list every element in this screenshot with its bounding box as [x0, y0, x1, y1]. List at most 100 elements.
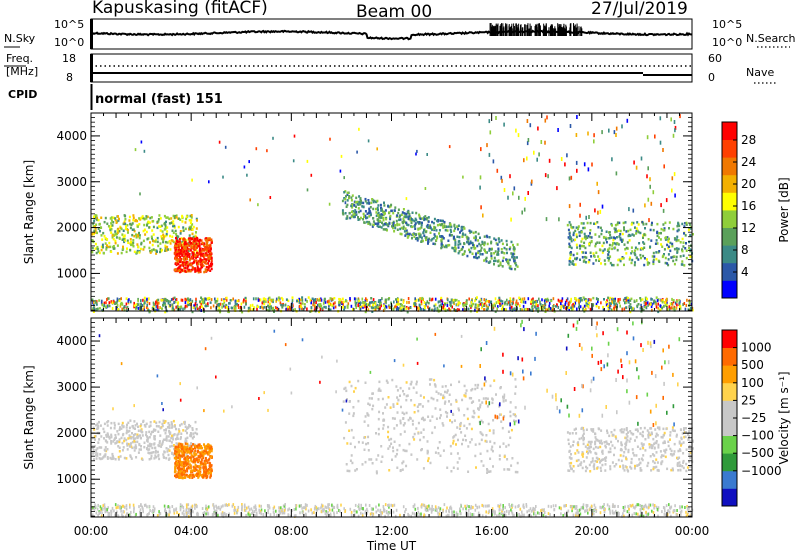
- scatter-cell: [101, 308, 104, 312]
- scatter-cell: [664, 256, 667, 260]
- scatter-cell: [432, 221, 435, 225]
- scatter-cell: [172, 453, 175, 457]
- scatter-cell: [280, 296, 283, 300]
- scatter-cell: [621, 232, 624, 236]
- scatter-cell: [593, 222, 595, 225]
- scatter-cell: [395, 307, 398, 311]
- scatter-cell: [117, 422, 120, 426]
- scatter-cell: [315, 506, 318, 510]
- scatter-cell: [370, 301, 373, 304]
- scatter-cell: [466, 236, 469, 239]
- scatter-cell: [328, 302, 331, 306]
- scatter-cell: [626, 510, 629, 514]
- scatter-cell: [98, 229, 101, 233]
- scatter-cell: [139, 192, 141, 196]
- scatter-cell: [671, 242, 674, 246]
- scatter-cell: [404, 227, 407, 230]
- scatter-cell: [280, 510, 282, 514]
- scatter-cell: [550, 505, 552, 509]
- scatter-cell: [656, 222, 659, 226]
- scatter-cell: [242, 300, 245, 304]
- scatter-cell: [514, 261, 517, 265]
- scatter-cell: [117, 432, 120, 436]
- scatter-cell: [574, 229, 577, 233]
- scatter-cell: [188, 268, 191, 272]
- scatter-cell: [526, 156, 528, 161]
- scatter-cell: [321, 307, 324, 310]
- scatter-cell: [514, 505, 517, 509]
- scatter-cell: [492, 159, 495, 164]
- scatter-cell: [607, 259, 610, 262]
- scatter-cell: [659, 238, 662, 241]
- scatter-cell: [532, 299, 535, 303]
- scatter-cell: [282, 504, 285, 508]
- scatter-cell: [207, 262, 210, 265]
- scatter-cell: [162, 233, 165, 236]
- scatter-cell: [267, 511, 269, 515]
- scatter-cell: [367, 139, 370, 143]
- scatter-cell: [443, 222, 446, 225]
- scatter-cell: [453, 308, 456, 312]
- scatter-cell: [573, 505, 575, 509]
- scatter-cell: [296, 299, 298, 303]
- scatter-cell: [652, 190, 655, 195]
- scatter-cell: [362, 218, 365, 221]
- scatter-cell: [665, 297, 668, 301]
- scatter-cell: [407, 297, 410, 300]
- scatter-cell: [204, 268, 207, 271]
- scatter-cell: [125, 297, 128, 300]
- scatter-cell: [606, 503, 609, 507]
- scatter-cell: [110, 421, 113, 425]
- scatter-cell: [186, 242, 189, 246]
- scatter-cell: [325, 510, 327, 514]
- scatter-cell: [505, 258, 508, 261]
- scatter-cell: [149, 249, 152, 253]
- scatter-cell: [174, 229, 177, 233]
- scatter-cell: [184, 297, 186, 301]
- scatter-cell: [247, 505, 250, 509]
- scatter-cell: [600, 262, 602, 265]
- scatter-cell: [213, 512, 216, 516]
- scatter-cell: [195, 299, 197, 303]
- scatter-cell: [355, 301, 358, 305]
- scatter-cell: [184, 253, 187, 256]
- scatter-cell: [182, 264, 185, 267]
- scatter-cell: [649, 177, 651, 182]
- scatter-cell: [306, 159, 309, 163]
- scatter-cell: [210, 264, 212, 268]
- scatter-cell: [575, 257, 578, 261]
- scatter-cell: [196, 504, 198, 508]
- scatter-cell: [569, 300, 571, 304]
- scatter-cell: [323, 299, 326, 302]
- scatter-cell: [673, 255, 676, 258]
- scatter-cell: [119, 302, 122, 306]
- scatter-cell: [95, 424, 98, 427]
- scatter-cell: [403, 230, 406, 233]
- scatter-cell: [96, 307, 99, 311]
- scatter-cell: [428, 297, 431, 301]
- scatter-cell: [92, 300, 95, 304]
- scatter-cell: [207, 257, 210, 260]
- scatter-cell: [373, 305, 375, 309]
- scatter-cell: [634, 506, 636, 510]
- scatter-cell: [223, 298, 225, 302]
- scatter-cell: [148, 297, 150, 301]
- scatter-cell: [531, 179, 533, 184]
- scatter-cell: [106, 432, 109, 435]
- scatter-cell: [355, 306, 357, 309]
- scatter-cell: [577, 511, 579, 514]
- scatter-cell: [292, 304, 294, 308]
- scatter-cell: [679, 305, 682, 308]
- scatter-cell: [367, 199, 370, 202]
- scatter-cell: [405, 221, 408, 224]
- scatter-cell: [599, 505, 601, 509]
- scatter-cell: [282, 511, 285, 515]
- scatter-cell: [352, 308, 354, 311]
- scatter-cell: [159, 242, 162, 245]
- scatter-cell: [206, 242, 208, 245]
- scatter-cell: [646, 174, 648, 179]
- scatter-cell: [525, 503, 528, 506]
- scatter-cell: [417, 510, 420, 514]
- scatter-cell: [345, 300, 348, 303]
